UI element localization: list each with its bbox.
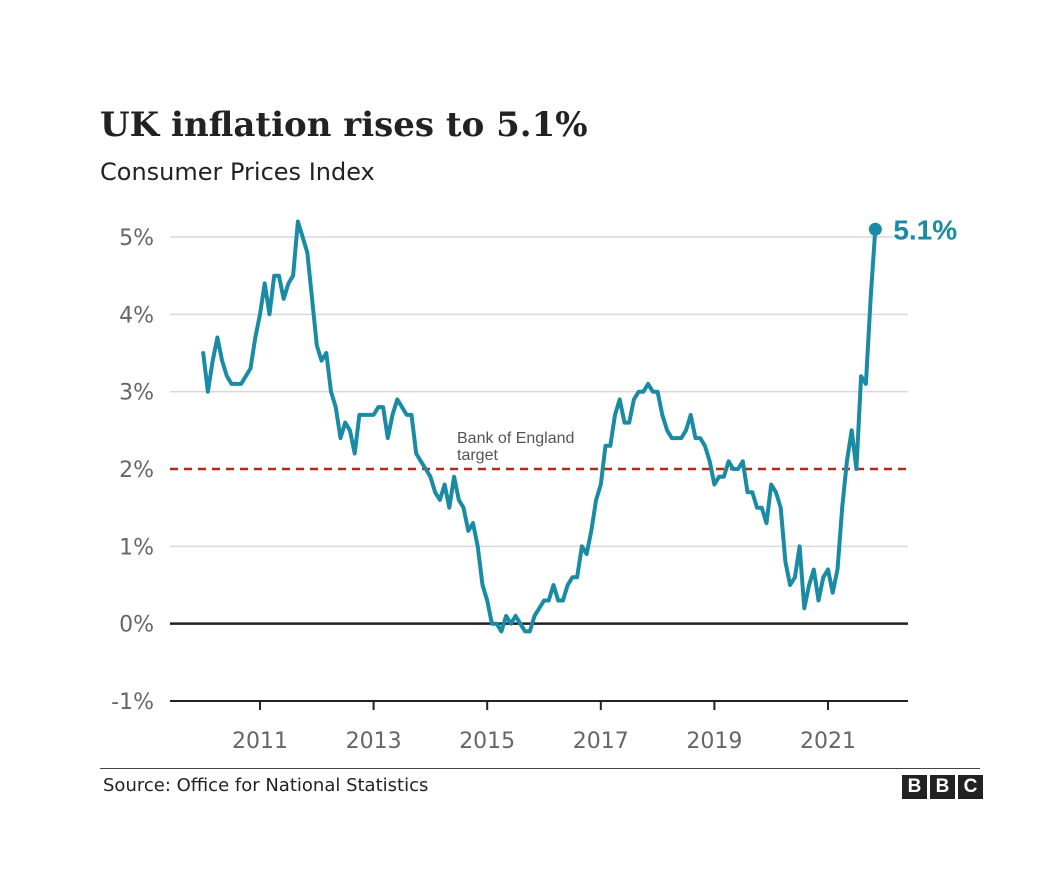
x-tick-label: 2011 — [232, 729, 288, 754]
x-tick-label: 2015 — [459, 729, 515, 754]
target-label-line1: Bank of England — [457, 430, 574, 447]
x-tick-label: 2013 — [346, 729, 402, 754]
logo-block-c: C — [958, 775, 983, 799]
source-divider — [100, 768, 980, 769]
latest-value-label: 5.1% — [893, 214, 957, 245]
x-axis-labels: 2011 2013 2015 2017 2019 2021 — [232, 729, 856, 754]
y-tick-label: -1% — [111, 690, 154, 715]
series-line-cpi — [201, 219, 878, 634]
target-label-line2: target — [457, 447, 498, 464]
y-tick-label: 2% — [119, 458, 154, 483]
y-tick-label: 5% — [119, 226, 154, 251]
source-note: Source: Office for National Statistics — [103, 775, 429, 796]
y-tick-label: 0% — [119, 613, 154, 638]
gridlines — [170, 236, 908, 710]
y-tick-label: 1% — [119, 535, 154, 560]
logo-block-b2: B — [930, 775, 955, 799]
y-axis-labels: 5% 4% 3% 2% 1% 0% -1% — [111, 226, 154, 715]
latest-value-point — [868, 222, 882, 236]
logo-block-b1: B — [902, 775, 927, 799]
y-tick-label: 4% — [119, 303, 154, 328]
x-tick-label: 2017 — [573, 729, 629, 754]
bbc-logo: B B C — [902, 775, 983, 799]
y-tick-label: 3% — [119, 381, 154, 406]
chart-subtitle: Consumer Prices Index — [100, 158, 375, 186]
chart-title: UK inflation rises to 5.1% — [100, 105, 588, 145]
inflation-line-chart: 5% 4% 3% 2% 1% 0% -1% 2011 2013 2015 2017 2019 2021… — [111, 214, 957, 754]
x-tick-label: 2019 — [686, 729, 742, 754]
x-tick-label: 2021 — [800, 729, 856, 754]
